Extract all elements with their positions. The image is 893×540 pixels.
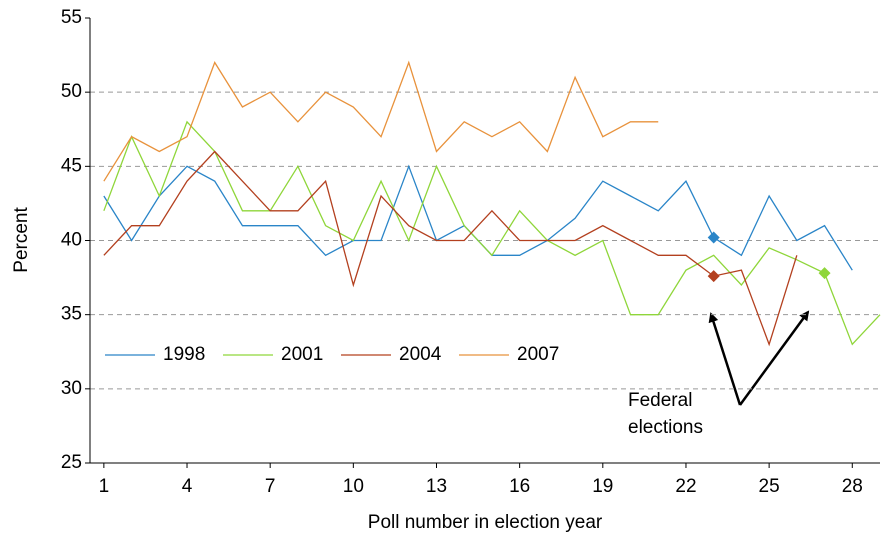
x-tick-label: 4	[182, 476, 193, 497]
x-axis-label: Poll number in election year	[368, 512, 603, 533]
y-tick-label: 50	[61, 81, 82, 102]
x-tick-label: 13	[426, 476, 447, 497]
y-tick-label: 45	[61, 155, 82, 176]
x-tick-label: 10	[343, 476, 364, 497]
legend-label: 2001	[281, 344, 323, 365]
arrow	[708, 312, 742, 406]
series-line	[103, 120, 881, 346]
x-tick-label: 1	[99, 476, 110, 497]
series-line	[103, 60, 659, 182]
x-tick-label: 22	[675, 476, 696, 497]
election-marker	[818, 267, 831, 280]
y-axis-label: Percent	[11, 207, 32, 273]
x-tick-label: 25	[759, 476, 780, 497]
arrow	[738, 310, 810, 406]
annotation: Federal	[628, 390, 692, 411]
x-tick-label: 16	[509, 476, 530, 497]
series-line	[103, 150, 798, 347]
y-tick-label: 55	[61, 7, 82, 28]
legend-label: 1998	[163, 344, 205, 365]
y-tick-label: 35	[61, 304, 82, 325]
y-tick-label: 25	[61, 452, 82, 473]
x-tick-label: 28	[842, 476, 863, 497]
election-marker	[707, 270, 720, 283]
series-line	[103, 164, 853, 271]
annotation: elections	[628, 417, 703, 438]
x-tick-label: 7	[265, 476, 276, 497]
legend-label: 2007	[517, 344, 559, 365]
y-tick-label: 40	[61, 230, 82, 251]
legend-label: 2004	[399, 344, 442, 365]
y-tick-label: 30	[61, 378, 82, 399]
x-tick-label: 19	[592, 476, 613, 497]
election-marker	[707, 231, 720, 244]
